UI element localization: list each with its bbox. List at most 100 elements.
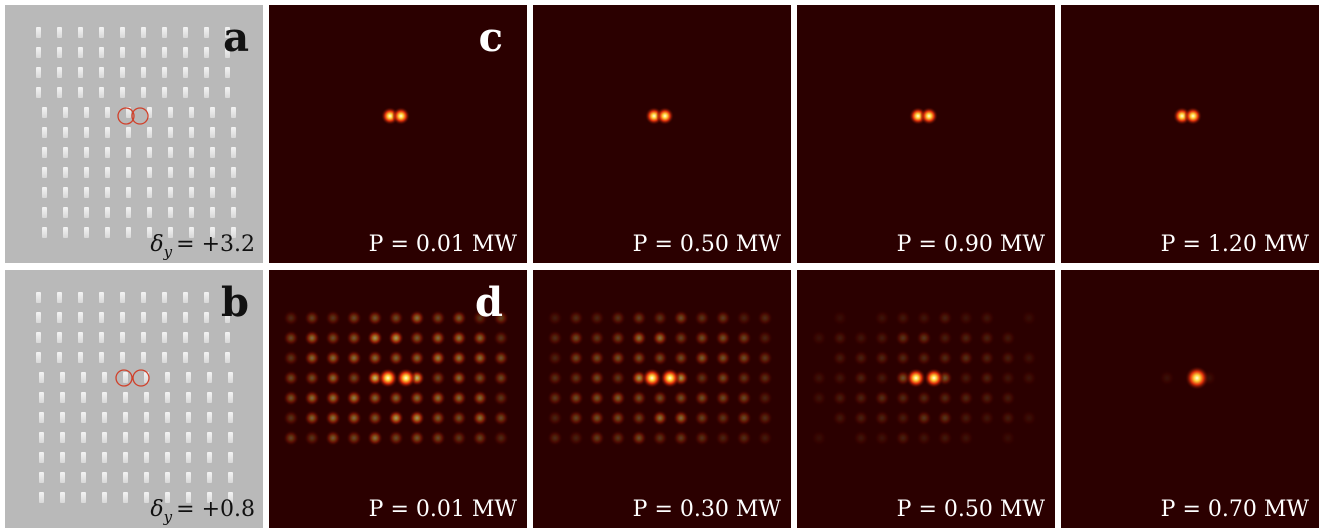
intensity-spot [547,370,563,386]
intensity-spot [979,370,995,386]
waveguide [63,227,68,238]
intensity-spot [757,350,773,366]
intensity-spot [958,370,974,386]
waveguide [207,472,212,483]
intensity-spot [409,390,425,406]
panel-label: b [221,279,249,326]
field-panel: c P = 0.01 MW [269,5,527,263]
intensity-spot [589,370,605,386]
intensity-spot [1185,366,1209,390]
intensity-spot [874,350,890,366]
waveguide [207,432,212,443]
intensity-spot [610,430,626,446]
intensity-spot [715,330,731,346]
intensity-spot [715,310,731,326]
delta-value: = +0.8 [176,497,255,522]
waveguide [186,452,191,463]
intensity-spot [694,310,710,326]
waveguide [63,207,68,218]
intensity-spot [673,410,689,426]
intensity-spot [547,430,563,446]
intensity-spot [409,350,425,366]
waveguide [168,127,173,138]
waveguide [162,292,167,303]
waveguide [81,452,86,463]
waveguide [207,452,212,463]
waveguide [183,87,188,98]
intensity-spot [1000,370,1016,386]
intensity-spot [451,410,467,426]
field-panel: P = 0.50 MW [797,270,1055,528]
highlight-circle [117,107,135,125]
intensity-spot [430,390,446,406]
intensity-spot [430,330,446,346]
waveguide [186,392,191,403]
intensity-spot [895,350,911,366]
field-background [269,5,527,263]
intensity-spot [895,310,911,326]
waveguide [228,392,233,403]
waveguide [42,127,47,138]
waveguide [141,67,146,78]
intensity-spot [853,390,869,406]
intensity-spot [979,410,995,426]
intensity-spot [472,410,488,426]
intensity-spot [1000,390,1016,406]
waveguide [123,492,128,503]
intensity-spot [547,390,563,406]
waveguide [57,47,62,58]
intensity-spot [610,310,626,326]
waveguide [147,147,152,158]
intensity-spot [832,390,848,406]
intensity-spot [472,330,488,346]
intensity-spot [568,310,584,326]
waveguide [210,227,215,238]
waveguide [144,492,149,503]
waveguide [36,292,41,303]
waveguide [207,392,212,403]
power-caption: P = 0.50 MW [897,497,1046,522]
intensity-spot [589,410,605,426]
waveguide [162,27,167,38]
intensity-spot [367,430,383,446]
intensity-spot [472,350,488,366]
waveguide [78,352,83,363]
intensity-spot [472,430,488,446]
waveguide [60,472,65,483]
intensity-spot [853,330,869,346]
power-caption: P = 0.30 MW [633,497,782,522]
waveguide [231,167,236,178]
intensity-spot [673,390,689,406]
intensity-spot [396,368,416,388]
intensity-spot [874,330,890,346]
intensity-spot [547,410,563,426]
waveguide [126,147,131,158]
intensity-spot [920,107,938,125]
intensity-spot [493,350,509,366]
waveguide [189,107,194,118]
intensity-spot [715,430,731,446]
intensity-spot [568,390,584,406]
waveguide [183,332,188,343]
intensity-spot [694,370,710,386]
waveguide [57,312,62,323]
waveguide [57,27,62,38]
waveguide [183,27,188,38]
intensity-spot [568,330,584,346]
intensity-spot [346,390,362,406]
waveguide [84,227,89,238]
waveguide [39,432,44,443]
panel-label: d [475,279,503,326]
waveguide [210,187,215,198]
intensity-spot [1021,410,1037,426]
intensity-spot [304,310,320,326]
intensity-spot [610,410,626,426]
intensity-spot [409,330,425,346]
waveguide [144,472,149,483]
waveguide [78,27,83,38]
intensity-spot [409,410,425,426]
field-panel: P = 1.20 MW [1061,5,1319,263]
intensity-spot [811,390,827,406]
intensity-spot [631,350,647,366]
intensity-spot [589,430,605,446]
